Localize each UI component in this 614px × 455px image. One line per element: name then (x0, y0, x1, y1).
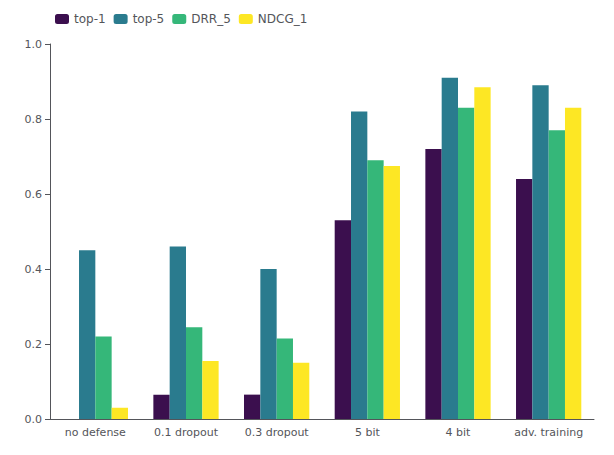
svg-text:DRR_5: DRR_5 (191, 12, 231, 26)
svg-text:top-1: top-1 (74, 12, 106, 26)
svg-text:1.0: 1.0 (25, 38, 43, 51)
svg-text:0.6: 0.6 (25, 188, 43, 201)
svg-text:0.8: 0.8 (25, 113, 43, 126)
svg-text:0.1 dropout: 0.1 dropout (154, 426, 219, 439)
svg-text:0.3 dropout: 0.3 dropout (245, 426, 310, 439)
svg-text:top-5: top-5 (133, 12, 165, 26)
svg-text:5 bit: 5 bit (355, 426, 381, 439)
svg-text:4 bit: 4 bit (446, 426, 472, 439)
svg-text:NDCG_1: NDCG_1 (258, 12, 308, 26)
svg-text:no defense: no defense (65, 426, 126, 439)
svg-text:adv. training: adv. training (514, 426, 583, 439)
svg-text:0.4: 0.4 (25, 263, 43, 276)
svg-text:0.0: 0.0 (25, 413, 43, 426)
svg-text:0.2: 0.2 (25, 338, 43, 351)
